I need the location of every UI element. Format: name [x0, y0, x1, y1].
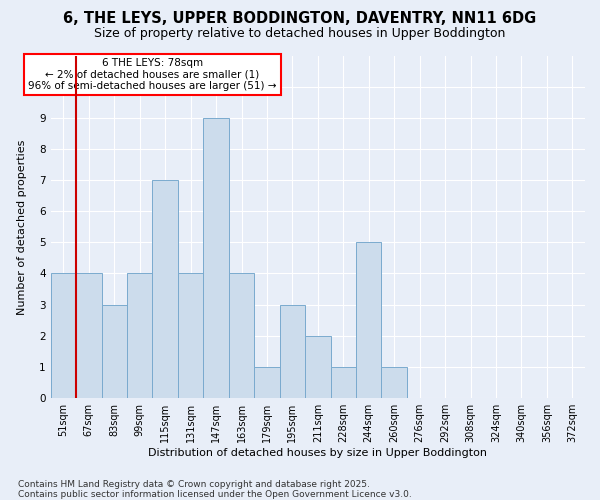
Bar: [229, 274, 254, 398]
Bar: [127, 274, 152, 398]
Bar: [178, 274, 203, 398]
Bar: [280, 304, 305, 398]
Bar: [152, 180, 178, 398]
Bar: [305, 336, 331, 398]
Bar: [203, 118, 229, 398]
Bar: [254, 366, 280, 398]
Text: Contains HM Land Registry data © Crown copyright and database right 2025.
Contai: Contains HM Land Registry data © Crown c…: [18, 480, 412, 499]
Bar: [356, 242, 382, 398]
Bar: [331, 366, 356, 398]
X-axis label: Distribution of detached houses by size in Upper Boddington: Distribution of detached houses by size …: [148, 448, 487, 458]
Bar: [101, 304, 127, 398]
Text: Size of property relative to detached houses in Upper Boddington: Size of property relative to detached ho…: [94, 26, 506, 40]
Text: 6, THE LEYS, UPPER BODDINGTON, DAVENTRY, NN11 6DG: 6, THE LEYS, UPPER BODDINGTON, DAVENTRY,…: [64, 11, 536, 26]
Text: 6 THE LEYS: 78sqm
← 2% of detached houses are smaller (1)
96% of semi-detached h: 6 THE LEYS: 78sqm ← 2% of detached house…: [28, 58, 277, 91]
Bar: [76, 274, 101, 398]
Bar: [382, 366, 407, 398]
Y-axis label: Number of detached properties: Number of detached properties: [17, 139, 27, 314]
Bar: [50, 274, 76, 398]
